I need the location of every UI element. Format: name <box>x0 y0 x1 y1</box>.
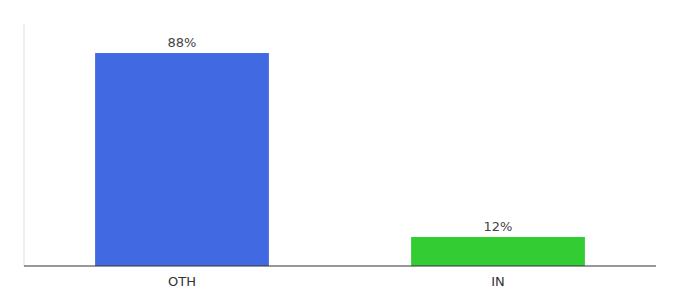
data-label: 12% <box>484 219 513 234</box>
chart: 88% OTH 12% IN <box>0 0 680 300</box>
y-range-line <box>24 24 25 266</box>
plot-area <box>95 53 585 266</box>
data-label: 88% <box>168 35 197 50</box>
x-tick-label: IN <box>491 274 505 289</box>
x-axis-line <box>24 265 656 266</box>
bar <box>95 53 269 266</box>
bar <box>411 237 585 266</box>
chart-container: 88% OTH 12% IN <box>0 0 680 300</box>
x-tick-label: OTH <box>168 274 196 289</box>
